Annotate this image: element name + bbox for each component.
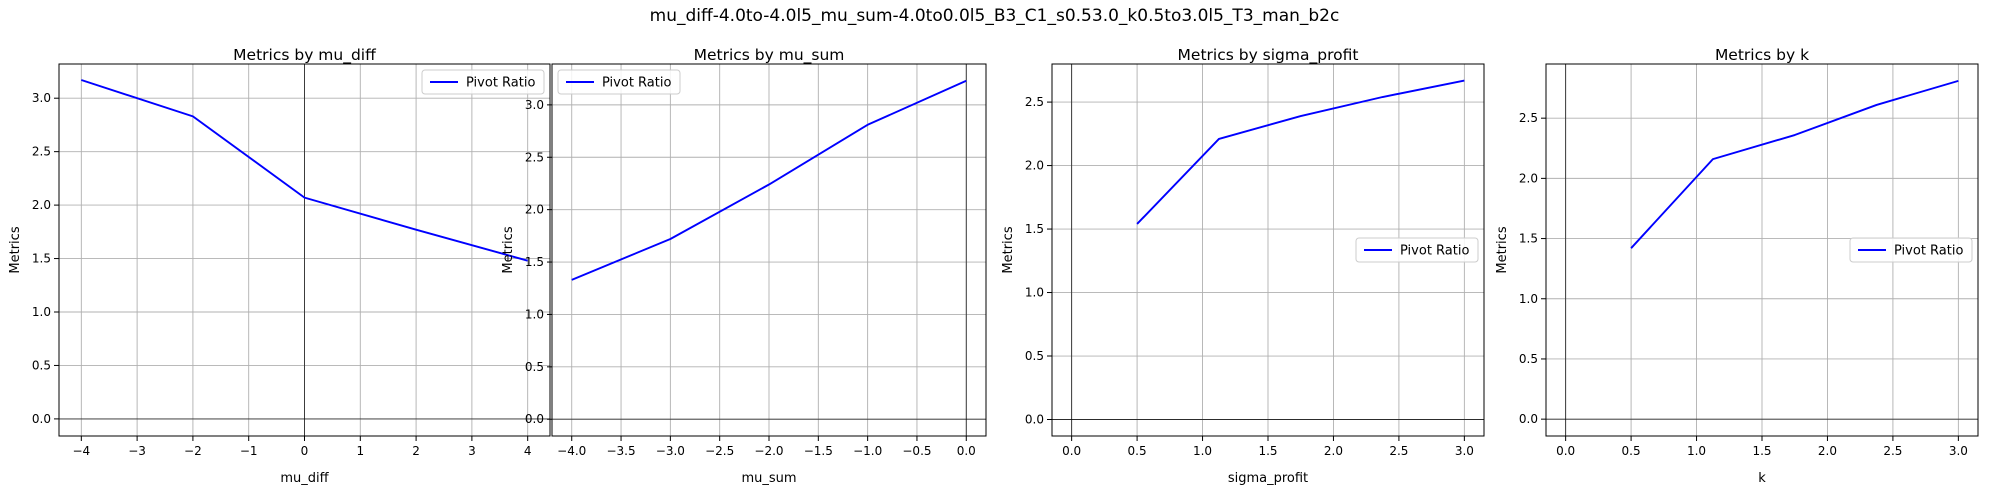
x-tick-label: −3.5 [606, 444, 635, 458]
subplot-title: Metrics by sigma_profit [1178, 46, 1359, 65]
y-tick-label: 0.0 [1519, 412, 1538, 426]
subplot-4: 0.0 0.5 1.0 1.5 2.0 2.5 3.0 0.0 0.5 1.0 1.5 2.0 2.5 M… [1495, 46, 1979, 486]
y-tick-label: 2.0 [1025, 159, 1044, 173]
legend-box [421, 69, 545, 95]
y-tick-label: 3.0 [32, 91, 51, 105]
x-tick-label: −2.5 [705, 444, 734, 458]
x-tick-label: 1.0 [1193, 444, 1212, 458]
subplot-2: −4.0 −3.5 −3.0 −2.5 −2.0 −1.5 −1.0 −0.5 0.0 0.0 0.… [501, 46, 987, 486]
subplot-title: Metrics by k [1715, 46, 1809, 64]
x-tick-label: 2.0 [1818, 444, 1837, 458]
x-tick-label: 4 [524, 444, 532, 458]
x-tick-label: −1 [240, 444, 258, 458]
x-axis-label: sigma_profit [1228, 471, 1308, 486]
x-tick-label: 3 [468, 444, 476, 458]
legend-label: Pivot Ratio [466, 76, 535, 91]
x-tick-label: 0.0 [1556, 444, 1575, 458]
x-tick-label: −2 [184, 444, 202, 458]
x-tick-label: 1.0 [1687, 444, 1706, 458]
legend-box [557, 69, 681, 95]
x-tick-label: 1.5 [1752, 444, 1771, 458]
y-tick-label: 1.5 [32, 252, 51, 266]
subplot-3: 0.0 0.5 1.0 1.5 2.0 2.5 3.0 0.0 0.5 1.0 1.5 2.0 2.5 M… [1001, 46, 1485, 486]
y-tick-label: 1.5 [1519, 232, 1538, 246]
series-line-pivot-ratio [81, 79, 528, 262]
y-tick-label: 2.0 [1519, 171, 1538, 185]
series-line-pivot-ratio [1630, 79, 1959, 249]
y-tick-label: 1.5 [525, 255, 544, 269]
x-tick-label: 3.0 [1455, 444, 1474, 458]
x-tick-label: 0 [301, 444, 309, 458]
legend-box [1355, 237, 1479, 263]
x-tick-label: −3 [128, 444, 146, 458]
y-tick-label: 1.0 [1025, 286, 1044, 300]
x-tick-label: −1.5 [804, 444, 833, 458]
y-tick-label: 0.5 [525, 360, 544, 374]
y-tick-label: 3.0 [525, 98, 544, 112]
y-tick-label: 2.5 [32, 145, 51, 159]
y-tick-label: 0.0 [32, 412, 51, 426]
y-tick-label: 2.0 [525, 203, 544, 217]
legend-label: Pivot Ratio [1894, 244, 1963, 259]
y-tick-label: 1.0 [525, 307, 544, 321]
x-tick-label: 2.5 [1883, 444, 1902, 458]
y-tick-label: 0.0 [525, 412, 544, 426]
x-tick-label: −4 [72, 444, 90, 458]
x-axis-label: k [1758, 471, 1766, 486]
subplot-title: Metrics by mu_diff [233, 46, 376, 65]
x-tick-label: −4.0 [557, 444, 586, 458]
x-axis-label: mu_sum [741, 471, 796, 486]
y-axis-label: Metrics [8, 226, 23, 273]
y-tick-label: 0.5 [32, 358, 51, 372]
y-tick-label: 0.5 [1519, 352, 1538, 366]
y-tick-label: 0.5 [1025, 349, 1044, 363]
y-axis-label: Metrics [1495, 226, 1510, 273]
x-tick-label: 3.0 [1949, 444, 1968, 458]
x-tick-label: 0.5 [1128, 444, 1147, 458]
subplot-title: Metrics by mu_sum [694, 46, 845, 65]
series-line-pivot-ratio [1136, 79, 1465, 225]
y-tick-label: 2.0 [32, 198, 51, 212]
y-tick-label: 1.5 [1025, 222, 1044, 236]
y-axis-label: Metrics [1001, 226, 1016, 273]
figure-suptitle: mu_diff-4.0to-4.0l5_mu_sum-4.0to0.0l5_B3… [649, 6, 1340, 26]
legend: Pivot Ratio [557, 69, 681, 95]
legend-label: Pivot Ratio [1400, 244, 1469, 259]
y-tick-label: 1.0 [32, 305, 51, 319]
y-tick-label: 2.5 [525, 150, 544, 164]
x-tick-label: 2.0 [1324, 444, 1343, 458]
subplot-1: −4 −3 −2 −1 0 1 2 3 4 0.0 0.5 1.0 1.5 2.0 2.5 3.0 Metric… [8, 46, 551, 486]
x-tick-label: 2 [412, 444, 420, 458]
legend: Pivot Ratio [421, 69, 545, 95]
x-tick-label: 0.0 [957, 444, 976, 458]
y-tick-label: 1.0 [1519, 292, 1538, 306]
legend: Pivot Ratio [1849, 237, 1973, 263]
y-tick-label: 2.5 [1025, 95, 1044, 109]
x-tick-label: 1.5 [1258, 444, 1277, 458]
x-tick-label: −2.0 [754, 444, 783, 458]
x-tick-label: 0.0 [1062, 444, 1081, 458]
x-axis-label: mu_diff [280, 471, 329, 486]
x-tick-label: 2.5 [1389, 444, 1408, 458]
x-tick-label: −0.5 [902, 444, 931, 458]
x-tick-label: −1.0 [853, 444, 882, 458]
x-tick-label: 0.5 [1622, 444, 1641, 458]
x-tick-label: 1 [356, 444, 364, 458]
y-tick-label: 2.5 [1519, 111, 1538, 125]
y-tick-label: 0.0 [1025, 412, 1044, 426]
y-axis-label: Metrics [501, 226, 516, 273]
legend-label: Pivot Ratio [602, 76, 671, 91]
series-line-pivot-ratio [571, 79, 967, 281]
legend: Pivot Ratio [1355, 237, 1479, 263]
x-tick-label: −3.0 [656, 444, 685, 458]
legend-box [1849, 237, 1973, 263]
